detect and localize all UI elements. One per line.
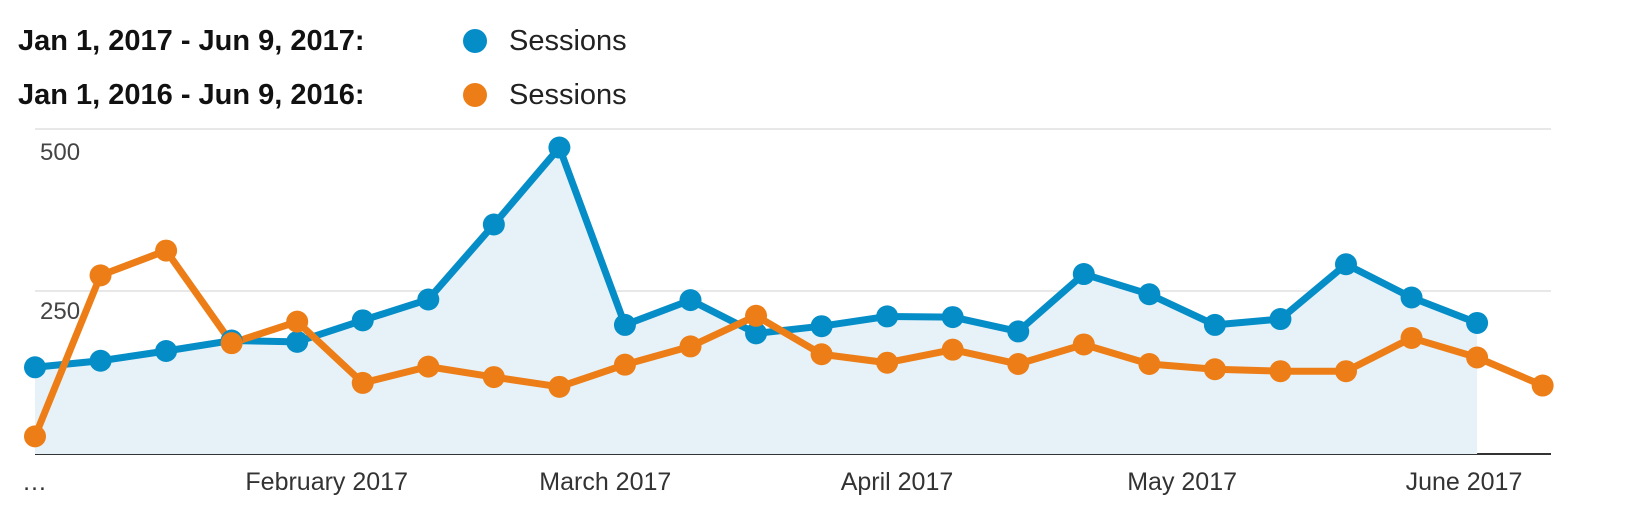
data-point-series-0[interactable] [1269,308,1292,331]
data-point-series-0[interactable] [679,289,702,312]
legend-series-2016: Sessions [509,78,627,111]
data-point-series-0[interactable] [1138,283,1161,306]
data-point-series-1[interactable] [1335,360,1357,383]
data-point-series-0[interactable] [1203,313,1226,336]
data-point-series-1[interactable] [1072,333,1095,356]
data-point-series-1[interactable] [745,304,768,327]
data-point-series-1[interactable] [417,355,440,378]
data-point-series-1[interactable] [548,375,571,398]
legend-dot-blue-icon [463,29,487,53]
data-point-series-1[interactable] [482,366,505,389]
data-point-series-1[interactable] [1138,353,1161,376]
data-point-series-0[interactable] [286,330,309,353]
data-point-series-0[interactable] [1400,286,1423,309]
y-tick-label: 250 [40,298,80,325]
x-tick-label: June 2017 [1406,468,1523,496]
data-point-series-1[interactable] [89,264,112,287]
series-area-0 [35,147,1478,454]
data-point-series-1[interactable] [613,353,636,376]
data-point-series-0[interactable] [155,339,178,362]
data-point-series-1[interactable] [1203,358,1226,381]
data-point-series-0[interactable] [482,213,505,236]
x-tick-label: April 2017 [841,468,954,496]
data-point-series-1[interactable] [1531,374,1554,397]
data-point-series-0[interactable] [810,315,833,338]
data-point-series-0[interactable] [876,305,899,328]
data-point-series-0[interactable] [613,313,636,336]
data-point-series-1[interactable] [220,332,243,355]
data-point-series-0[interactable] [941,306,964,329]
data-point-series-1[interactable] [286,310,309,333]
data-point-series-0[interactable] [351,309,374,332]
data-point-series-1[interactable] [679,335,702,358]
area-layer [35,147,1478,454]
data-point-series-0[interactable] [1072,263,1095,286]
data-point-series-0[interactable] [548,136,571,159]
data-point-series-1[interactable] [1007,353,1030,376]
data-point-series-0[interactable] [745,322,768,345]
legend-dot-orange-icon [463,83,487,107]
data-point-series-1[interactable] [351,371,374,394]
data-point-series-1[interactable] [1400,326,1423,349]
data-point-series-1[interactable] [1269,360,1292,383]
legend-series-2017: Sessions [509,24,627,57]
data-point-series-1[interactable] [155,239,178,262]
legend-row-2016[interactable]: Jan 1, 2016 - Jun 9, 2016: Sessions [18,68,627,122]
data-point-series-0[interactable] [1466,311,1489,334]
legend-range-2017: Jan 1, 2017 - Jun 9, 2017: [18,24,365,57]
data-point-series-0[interactable] [417,288,440,311]
data-point-series-1[interactable] [941,338,964,361]
data-point-series-1[interactable] [24,425,46,448]
data-point-series-0[interactable] [1007,320,1030,343]
x-tick-label: … [22,468,47,496]
legend-range-2016: Jan 1, 2016 - Jun 9, 2016: [18,78,365,111]
x-tick-label: May 2017 [1127,468,1237,496]
data-point-series-1[interactable] [1466,346,1489,369]
data-point-series-0[interactable] [89,349,112,372]
point-layer[interactable] [24,136,1554,448]
y-tick-label: 500 [40,139,80,166]
label-layer: 500 250 … February 2017 March 2017 April 2017… [22,139,1522,496]
x-tick-label: February 2017 [245,468,408,496]
data-point-series-1[interactable] [810,343,833,366]
data-point-series-0[interactable] [24,356,46,379]
x-tick-label: March 2017 [539,468,671,496]
data-point-series-0[interactable] [1335,253,1357,276]
legend-row-2017[interactable]: Jan 1, 2017 - Jun 9, 2017: Sessions [18,14,627,68]
data-point-series-1[interactable] [876,351,899,374]
legend: Jan 1, 2017 - Jun 9, 2017: Sessions Jan … [18,14,627,122]
